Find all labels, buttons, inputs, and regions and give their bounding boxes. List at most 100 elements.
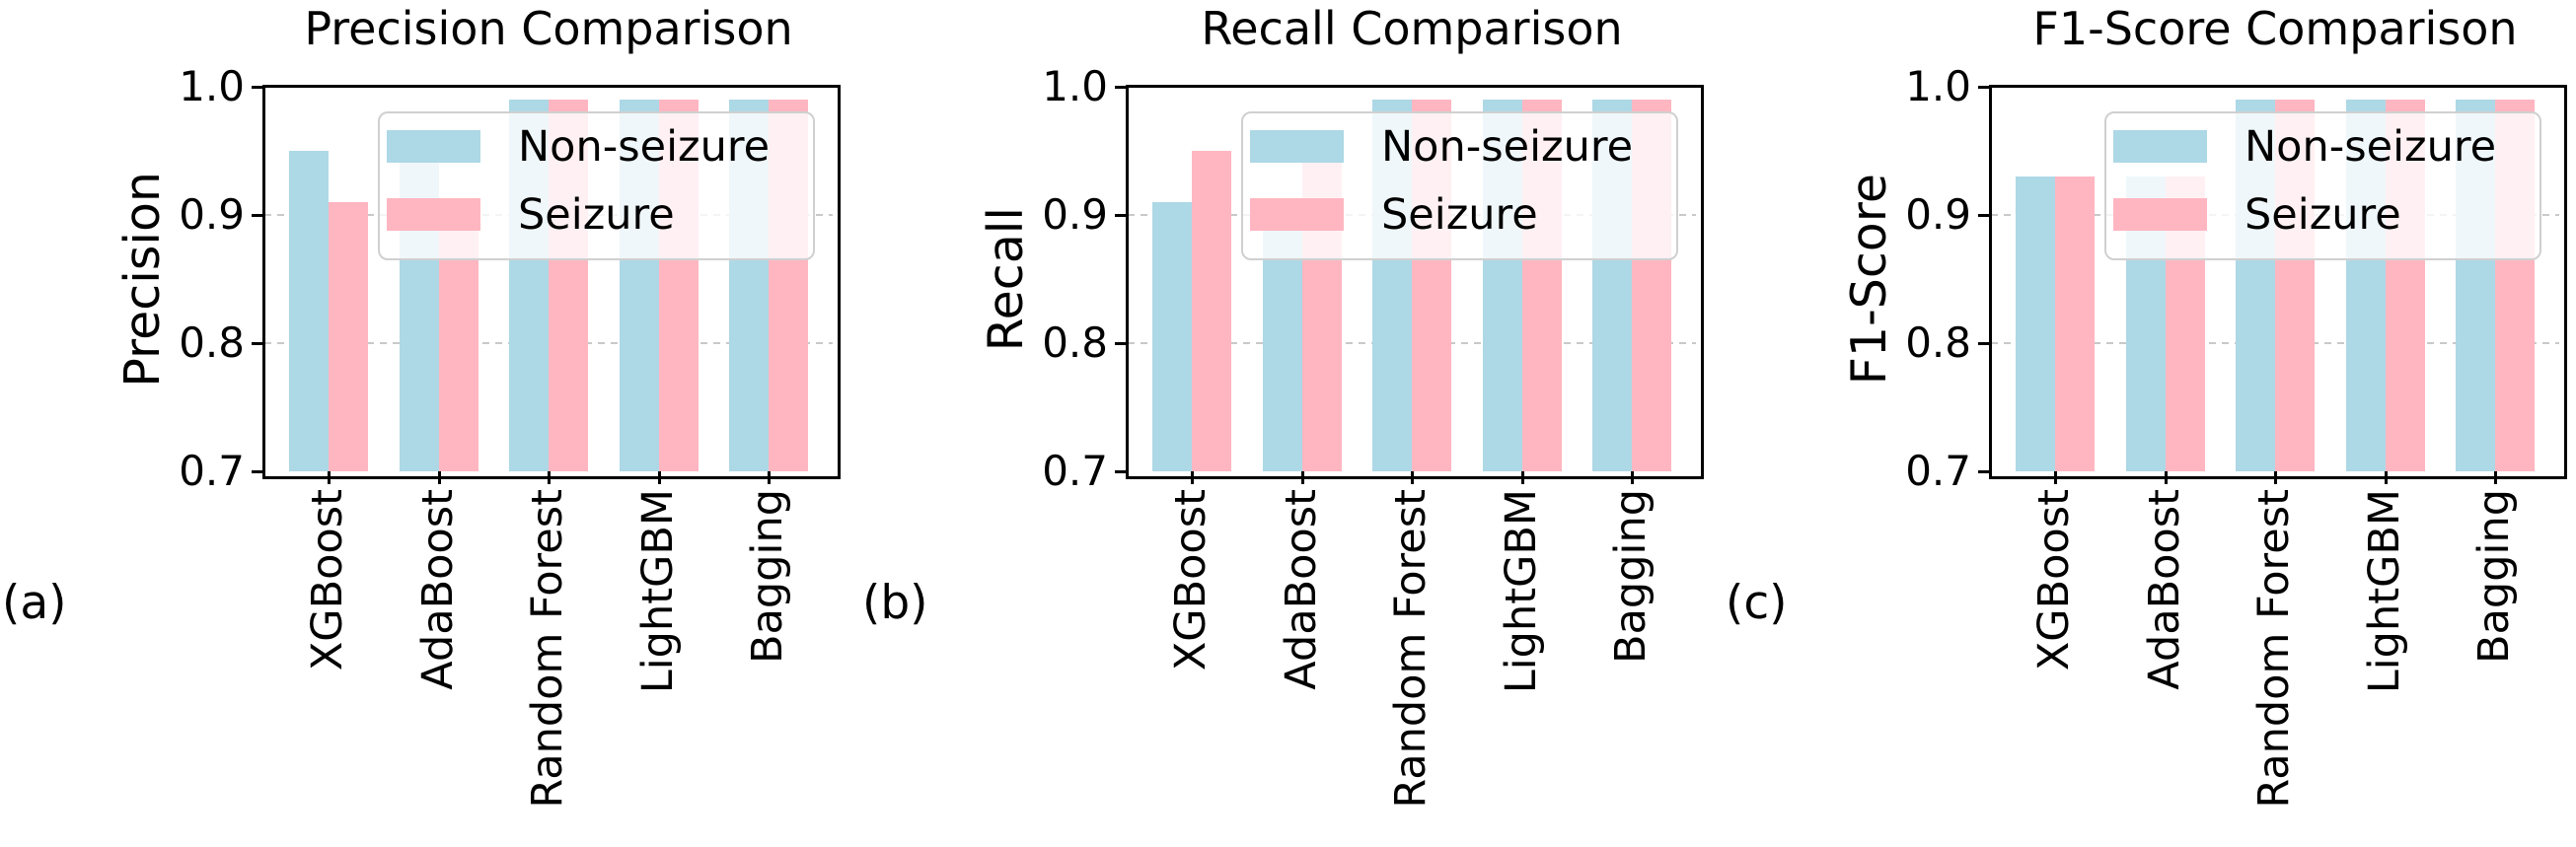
x-tick — [2384, 471, 2388, 484]
chart-title: F1-Score Comparison — [2032, 2, 2518, 55]
legend-label-seizure: Seizure — [518, 190, 675, 240]
x-tick-label-text: AdaBoost — [1276, 489, 1326, 690]
x-tick-label-text: Random Forest — [523, 489, 573, 809]
x-tick — [768, 471, 771, 484]
x-tick-label: XGBoost — [2016, 489, 2095, 847]
legend-label-non-seizure: Non-seizure — [518, 122, 771, 172]
legend-label-non-seizure: Non-seizure — [2245, 122, 2497, 172]
x-tick-label-text: Random Forest — [1386, 489, 1436, 809]
chart-title: Recall Comparison — [1201, 2, 1623, 55]
y-tick-label: 0.9 — [1042, 190, 1108, 239]
x-tick-label-text: XGBoost — [1166, 489, 1216, 671]
x-tick-label: LightGBM — [1483, 489, 1562, 847]
x-tick-label-text: Bagging — [743, 489, 793, 664]
y-tick — [1115, 214, 1128, 217]
bar-non-seizure-xgboost — [1152, 202, 1192, 471]
y-tick-label: 0.9 — [179, 190, 245, 239]
bar-non-seizure-xgboost — [2016, 176, 2055, 471]
y-tick-label: 0.7 — [179, 447, 245, 495]
x-tick-label: LightGBM — [620, 489, 699, 847]
x-tick-label-text: XGBoost — [2029, 489, 2080, 671]
x-tick — [2054, 471, 2057, 484]
x-tick-label-text: LightGBM — [1496, 489, 1546, 694]
legend: Non-seizure Seizure — [2104, 111, 2541, 260]
legend: Non-seizure Seizure — [1241, 111, 1678, 260]
legend-label-non-seizure: Non-seizure — [1381, 122, 1634, 172]
y-tick — [1978, 470, 1991, 473]
x-tick-label: LightGBM — [2346, 489, 2425, 847]
x-tick-label: Random Forest — [1372, 489, 1451, 847]
y-tick-label: 0.7 — [1905, 447, 1971, 495]
x-tick-label: XGBoost — [1152, 489, 1231, 847]
x-tick — [1520, 471, 1524, 484]
x-tick — [1300, 471, 1304, 484]
y-tick-label: 1.0 — [179, 62, 245, 110]
x-tick-label: AdaBoost — [2126, 489, 2205, 847]
x-tick — [1631, 471, 1634, 484]
y-tick — [1978, 214, 1991, 217]
x-tick-label: AdaBoost — [400, 489, 478, 847]
y-tick — [1115, 86, 1128, 89]
legend: Non-seizure Seizure — [378, 111, 815, 260]
bar-seizure-xgboost — [329, 202, 368, 471]
x-tick-label: Bagging — [729, 489, 808, 847]
y-tick — [252, 342, 264, 345]
y-tick — [1978, 86, 1991, 89]
x-tick-label: Bagging — [2456, 489, 2535, 847]
legend-label-seizure: Seizure — [2245, 190, 2401, 240]
x-tick — [2274, 471, 2277, 484]
bar-seizure-xgboost — [2055, 176, 2095, 471]
x-tick-label: Random Forest — [2236, 489, 2315, 847]
y-tick-label: 1.0 — [1042, 62, 1108, 110]
panel-label-b: (b) — [862, 576, 928, 630]
legend-swatch-non-seizure — [1250, 130, 1344, 163]
legend-label-seizure: Seizure — [1381, 190, 1538, 240]
x-tick-label: AdaBoost — [1263, 489, 1342, 847]
y-tick — [1115, 342, 1128, 345]
y-tick — [252, 86, 264, 89]
chart-title: Precision Comparison — [304, 2, 793, 55]
x-tick — [1191, 471, 1194, 484]
x-tick-label: Random Forest — [509, 489, 588, 847]
legend-swatch-non-seizure — [2113, 130, 2207, 163]
x-tick-label-text: Random Forest — [2249, 489, 2300, 809]
x-tick-label: XGBoost — [289, 489, 368, 847]
x-tick-label: Bagging — [1592, 489, 1671, 847]
y-tick — [1978, 342, 1991, 345]
legend-swatch-non-seizure — [387, 130, 480, 163]
x-tick — [2164, 471, 2168, 484]
x-tick — [1411, 471, 1414, 484]
y-tick — [252, 470, 264, 473]
panel-label-a: (a) — [2, 576, 67, 630]
x-tick — [328, 471, 331, 484]
x-tick-label-text: Bagging — [2469, 489, 2520, 664]
y-tick — [1115, 470, 1128, 473]
y-tick — [252, 214, 264, 217]
bar-non-seizure-xgboost — [289, 151, 329, 471]
y-tick-label: 0.7 — [1042, 447, 1108, 495]
x-tick-label-text: AdaBoost — [412, 489, 463, 690]
y-tick-label: 0.9 — [1905, 190, 1971, 239]
y-axis-label: Recall — [967, 87, 1046, 471]
legend-swatch-seizure — [2113, 198, 2207, 231]
bar-seizure-xgboost — [1192, 151, 1231, 471]
x-tick — [657, 471, 661, 484]
x-tick-label-text: XGBoost — [303, 489, 353, 671]
legend-swatch-seizure — [387, 198, 480, 231]
y-tick-label: 0.8 — [1905, 318, 1971, 367]
x-tick-label-text: Bagging — [1606, 489, 1656, 664]
y-tick-label: 0.8 — [1042, 318, 1108, 367]
y-axis-label: F1-Score — [1830, 87, 1909, 471]
y-tick-label: 0.8 — [179, 318, 245, 367]
y-tick-label: 1.0 — [1905, 62, 1971, 110]
x-tick — [437, 471, 441, 484]
x-tick-label-text: LightGBM — [632, 489, 683, 694]
x-tick — [2494, 471, 2497, 484]
panel-label-c: (c) — [1726, 576, 1788, 630]
y-axis-label: Precision — [104, 87, 183, 471]
x-tick — [548, 471, 551, 484]
legend-swatch-seizure — [1250, 198, 1344, 231]
x-tick-label-text: AdaBoost — [2139, 489, 2189, 690]
x-tick-label-text: LightGBM — [2359, 489, 2409, 694]
